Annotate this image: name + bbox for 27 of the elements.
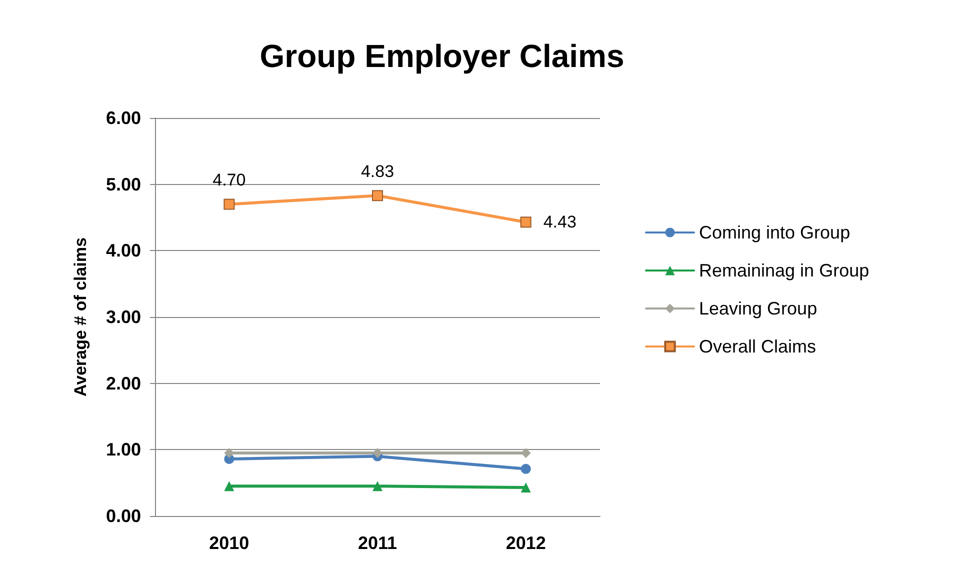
data-label: 4.70 [212,170,246,190]
text: 3.00 [106,307,141,327]
point [520,216,532,228]
x-tick-label: 2012 [506,533,546,553]
text: 4.00 [106,240,141,261]
data-label: 4.83 [360,162,394,182]
point [224,481,234,492]
point [520,482,531,492]
text: 0.00 [106,506,141,526]
point [372,481,382,492]
data-label: 4.43 [543,212,576,232]
legend-label: Overall Claims [699,336,816,356]
x-tick-label: 2010 [209,533,250,553]
legend-label: Leaving Group [699,298,818,318]
point [520,464,531,474]
text: 5.00 [106,174,141,194]
point [372,448,382,458]
legend-label: Coming into Group [699,222,850,242]
text: 1.00 [106,440,141,460]
text: 6.00 [106,108,141,128]
point [224,198,235,210]
y-axis-title: Average # of claims [71,237,90,397]
legend-label: Remaininag in Group [699,260,870,280]
chart-title: Group Employer Claims [260,38,624,74]
text: 2.00 [106,373,141,394]
x-tick-label: 2011 [358,533,398,553]
point [372,190,383,202]
